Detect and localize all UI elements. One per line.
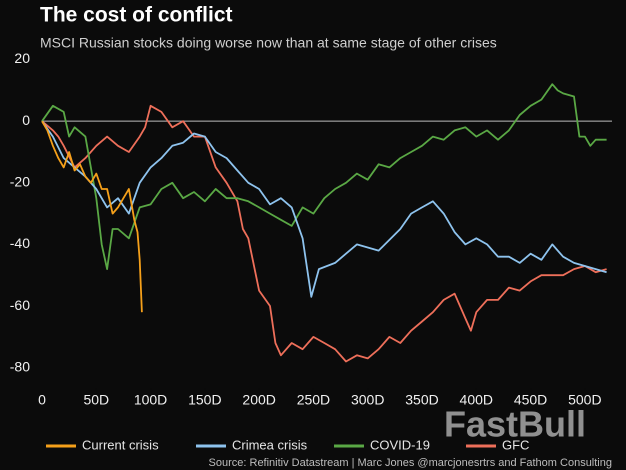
series-line <box>41 104 607 363</box>
chart-title: The cost of conflict <box>40 4 233 27</box>
x-tick-label: 50D <box>83 392 109 408</box>
x-tick-label: 0 <box>38 392 46 408</box>
y-tick-label: -80 <box>10 358 30 374</box>
y-tick-label: -20 <box>10 173 30 189</box>
x-tick-label: 150D <box>188 392 221 408</box>
x-tick-label: 350D <box>405 392 438 408</box>
source: Source: Refinitiv Datastream | Marc Jone… <box>209 457 612 469</box>
legend-label: Current crisis <box>82 437 159 452</box>
series-line <box>41 120 143 313</box>
x-tick-label: 250D <box>297 392 330 408</box>
legend-label: Crimea crisis <box>232 437 308 452</box>
y-tick-label: -60 <box>10 297 30 313</box>
x-tick-label: 300D <box>351 392 384 408</box>
series-line <box>41 83 607 270</box>
x-tick-label: 100D <box>134 392 167 408</box>
series-line <box>41 120 607 298</box>
legend-label: GFC <box>502 437 529 452</box>
watermark: FastBull <box>444 404 586 445</box>
x-tick-label: 200D <box>242 392 275 408</box>
chart-subtitle: MSCI Russian stocks doing worse now than… <box>40 35 497 51</box>
y-tick-label: 0 <box>22 112 30 128</box>
y-tick-label: 20 <box>14 50 30 66</box>
x-tick-label: 450D <box>514 392 547 408</box>
x-tick-label: 500D <box>568 392 601 408</box>
y-tick-label: -40 <box>10 235 30 251</box>
x-tick-label: 400D <box>460 392 493 408</box>
legend-label: COVID-19 <box>370 437 430 452</box>
